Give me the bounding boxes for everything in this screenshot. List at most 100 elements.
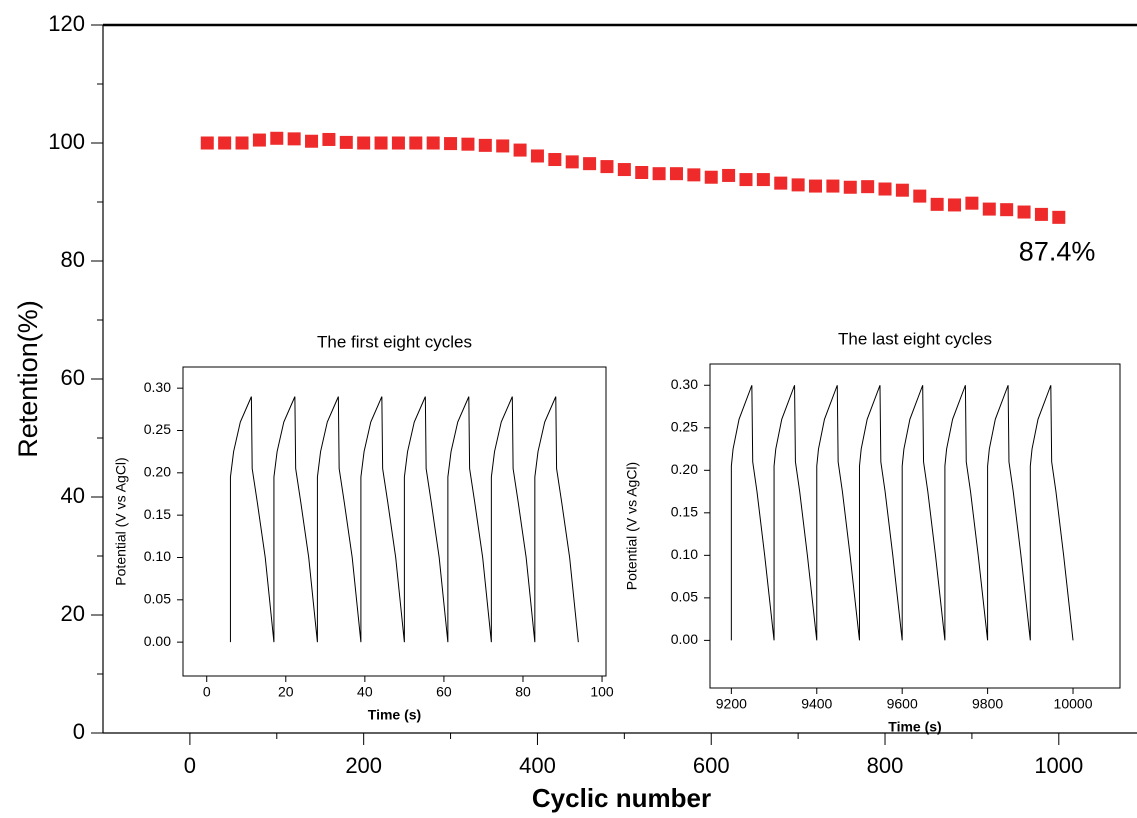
data-point xyxy=(426,136,440,150)
data-point xyxy=(791,178,805,192)
x-axis-label: Cyclic number xyxy=(532,783,711,813)
y-tick-label: 20 xyxy=(61,601,85,626)
x-tick-label: 10000 xyxy=(1054,696,1093,712)
data-point xyxy=(339,135,353,149)
y-axis-label: Potential (V vs AgCl) xyxy=(113,457,129,585)
data-point xyxy=(218,136,232,150)
data-point xyxy=(809,179,823,193)
x-tick-label: 200 xyxy=(345,753,382,778)
data-line xyxy=(730,385,1074,641)
data-point xyxy=(617,163,631,177)
y-tick-label: 0.30 xyxy=(671,376,698,392)
x-tick-label: 400 xyxy=(519,753,556,778)
inset-title: The last eight cycles xyxy=(838,329,992,348)
data-point xyxy=(1017,205,1031,219)
data-point xyxy=(444,137,458,151)
y-tick-label: 0.25 xyxy=(671,418,698,434)
y-tick-label: 0.20 xyxy=(144,464,171,480)
data-point xyxy=(583,157,597,171)
y-tick-label: 0.10 xyxy=(144,548,171,564)
y-tick-label: 0.25 xyxy=(144,421,171,437)
y-tick-label: 0.20 xyxy=(671,461,698,477)
x-tick-label: 600 xyxy=(693,753,730,778)
data-point xyxy=(1052,210,1066,224)
y-tick-label: 40 xyxy=(61,483,85,508)
y-tick-label: 0.05 xyxy=(671,589,698,605)
y-axis-label: Retention(%) xyxy=(13,300,43,458)
y-tick-label: 0 xyxy=(73,719,85,744)
data-point xyxy=(548,153,562,167)
data-point xyxy=(357,136,371,150)
data-point xyxy=(843,180,857,194)
x-tick-label: 9200 xyxy=(716,696,747,712)
x-tick-label: 0 xyxy=(184,753,196,778)
y-tick-label: 0.15 xyxy=(144,506,171,522)
data-point xyxy=(305,134,319,148)
data-point xyxy=(496,139,510,153)
data-point xyxy=(895,183,909,197)
x-tick-label: 9400 xyxy=(801,696,832,712)
data-point xyxy=(861,180,875,194)
data-point xyxy=(913,189,927,203)
data-point xyxy=(635,166,649,179)
data-point xyxy=(878,182,892,196)
y-tick-label: 100 xyxy=(48,129,85,154)
y-tick-label: 0.00 xyxy=(671,631,698,647)
data-point xyxy=(409,136,423,150)
data-point xyxy=(669,167,683,181)
data-point xyxy=(322,132,336,146)
x-tick-label: 9800 xyxy=(972,696,1003,712)
data-point xyxy=(374,136,388,150)
x-tick-label: 100 xyxy=(590,684,614,700)
y-tick-label: 0.15 xyxy=(671,504,698,520)
inset-frame xyxy=(709,363,1121,689)
data-point xyxy=(270,131,284,145)
x-tick-label: 9600 xyxy=(887,696,918,712)
data-point xyxy=(1000,203,1014,217)
data-point xyxy=(826,179,840,193)
data-point xyxy=(235,136,249,150)
data-point xyxy=(1034,207,1048,221)
data-point xyxy=(722,168,736,182)
x-tick-label: 800 xyxy=(867,753,904,778)
data-point xyxy=(565,155,579,169)
data-point xyxy=(982,202,996,216)
y-tick-label: 0.10 xyxy=(671,546,698,562)
data-point xyxy=(687,168,701,182)
x-axis-label: Time (s) xyxy=(888,719,941,735)
y-tick-label: 120 xyxy=(48,11,85,36)
data-line xyxy=(229,396,579,643)
data-point xyxy=(965,196,979,210)
data-point xyxy=(652,167,666,181)
data-point xyxy=(600,160,614,174)
data-point xyxy=(530,149,544,163)
y-tick-label: 80 xyxy=(61,247,85,272)
x-tick-label: 0 xyxy=(203,684,211,700)
y-axis-label: Potential (V vs AgCl) xyxy=(624,462,640,590)
inset-frame xyxy=(182,366,607,677)
data-point xyxy=(478,138,492,152)
data-point xyxy=(948,198,962,212)
y-tick-label: 0.30 xyxy=(144,379,171,395)
data-point xyxy=(287,132,301,146)
y-tick-label: 60 xyxy=(61,365,85,390)
x-tick-label: 40 xyxy=(357,684,373,700)
inset-title: The first eight cycles xyxy=(317,332,472,351)
x-tick-label: 1000 xyxy=(1034,753,1083,778)
y-tick-label: 0.05 xyxy=(144,591,171,607)
x-axis-label: Time (s) xyxy=(368,707,421,723)
data-point xyxy=(774,176,788,190)
data-point xyxy=(461,137,475,151)
y-tick-label: 0.00 xyxy=(144,633,171,649)
x-tick-label: 60 xyxy=(436,684,452,700)
data-point xyxy=(391,136,405,150)
data-point xyxy=(200,136,214,150)
data-point xyxy=(756,173,770,187)
data-point xyxy=(252,133,266,147)
data-point xyxy=(704,170,718,184)
x-tick-label: 80 xyxy=(515,684,531,700)
data-point xyxy=(739,173,753,187)
x-tick-label: 20 xyxy=(278,684,294,700)
data-point xyxy=(930,197,944,211)
